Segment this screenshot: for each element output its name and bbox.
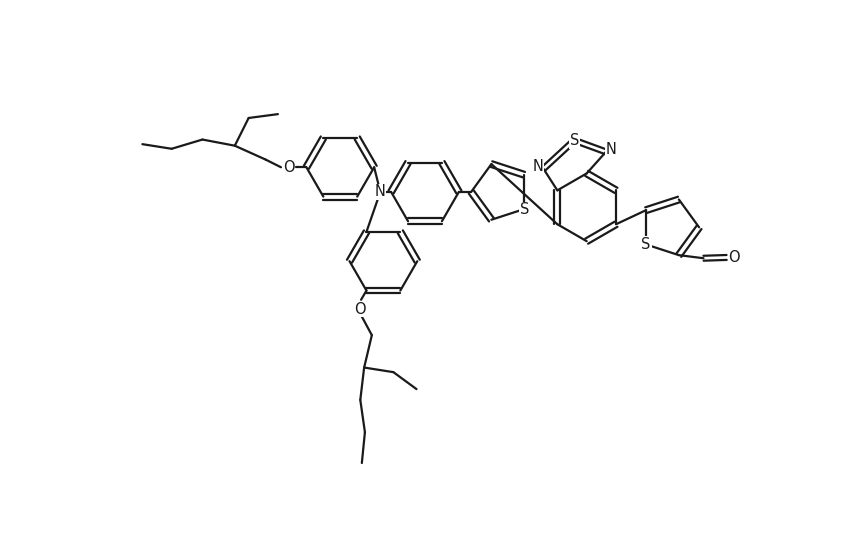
Text: O: O: [354, 302, 365, 317]
Text: N: N: [532, 159, 543, 174]
Text: N: N: [605, 142, 616, 157]
Text: S: S: [641, 237, 650, 252]
Text: O: O: [283, 160, 295, 175]
Text: S: S: [520, 202, 529, 217]
Text: O: O: [728, 250, 739, 265]
Text: S: S: [569, 133, 578, 148]
Text: N: N: [375, 184, 386, 199]
